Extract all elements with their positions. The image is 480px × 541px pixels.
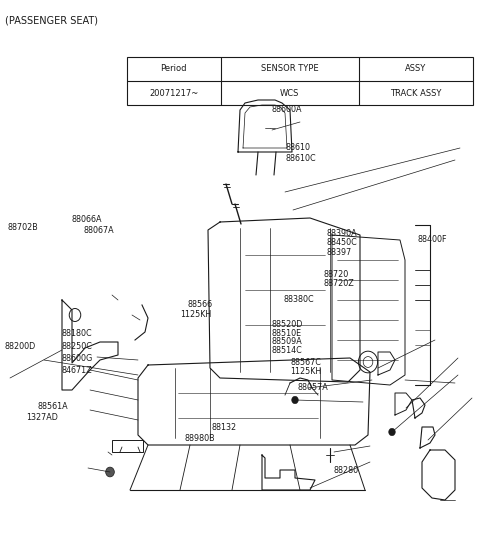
Text: 88067A: 88067A [83,226,114,235]
Text: 1125KH: 1125KH [290,367,322,376]
Text: 88180C: 88180C [61,329,92,338]
Text: 88280: 88280 [334,466,359,475]
Text: 88561A: 88561A [37,403,68,411]
Text: 88720: 88720 [324,270,349,279]
Text: 88380C: 88380C [283,295,314,304]
Text: 88610: 88610 [286,143,311,151]
Text: 88610C: 88610C [286,154,316,163]
Text: 20071217~: 20071217~ [149,89,199,98]
Text: 84671Z: 84671Z [61,366,92,374]
Text: 88250C: 88250C [61,342,92,351]
Text: (PASSENGER SEAT): (PASSENGER SEAT) [5,15,98,25]
Text: 88600G: 88600G [61,354,93,362]
Text: 88566: 88566 [187,300,212,309]
Text: 88200D: 88200D [5,342,36,351]
Text: SENSOR TYPE: SENSOR TYPE [261,64,318,74]
Text: 88510E: 88510E [271,329,301,338]
Text: 88132: 88132 [211,423,236,432]
Bar [127,57,473,105]
Circle shape [106,467,114,477]
Circle shape [292,396,299,404]
Text: ASSY: ASSY [405,64,426,74]
Text: 1125KH: 1125KH [180,311,211,319]
Bar [112,440,143,452]
Circle shape [389,428,396,436]
Text: 88980B: 88980B [185,434,216,443]
Text: 88567C: 88567C [290,358,321,367]
Text: 88066A: 88066A [71,215,102,224]
Text: Period: Period [161,64,187,74]
Text: 88057A: 88057A [298,384,328,392]
Text: 88450C: 88450C [326,239,357,247]
Text: TRACK ASSY: TRACK ASSY [390,89,442,98]
Text: 88702B: 88702B [7,223,38,232]
Text: 88390A: 88390A [326,229,357,238]
Text: 88509A: 88509A [271,338,302,346]
Text: 88720Z: 88720Z [324,279,355,288]
Text: 1327AD: 1327AD [26,413,58,422]
Text: 88520D: 88520D [271,320,302,329]
Text: WCS: WCS [280,89,300,98]
Text: 88400F: 88400F [418,235,447,244]
Text: 88514C: 88514C [271,346,302,355]
Text: 88397: 88397 [326,248,352,256]
Text: 88600A: 88600A [271,105,302,114]
